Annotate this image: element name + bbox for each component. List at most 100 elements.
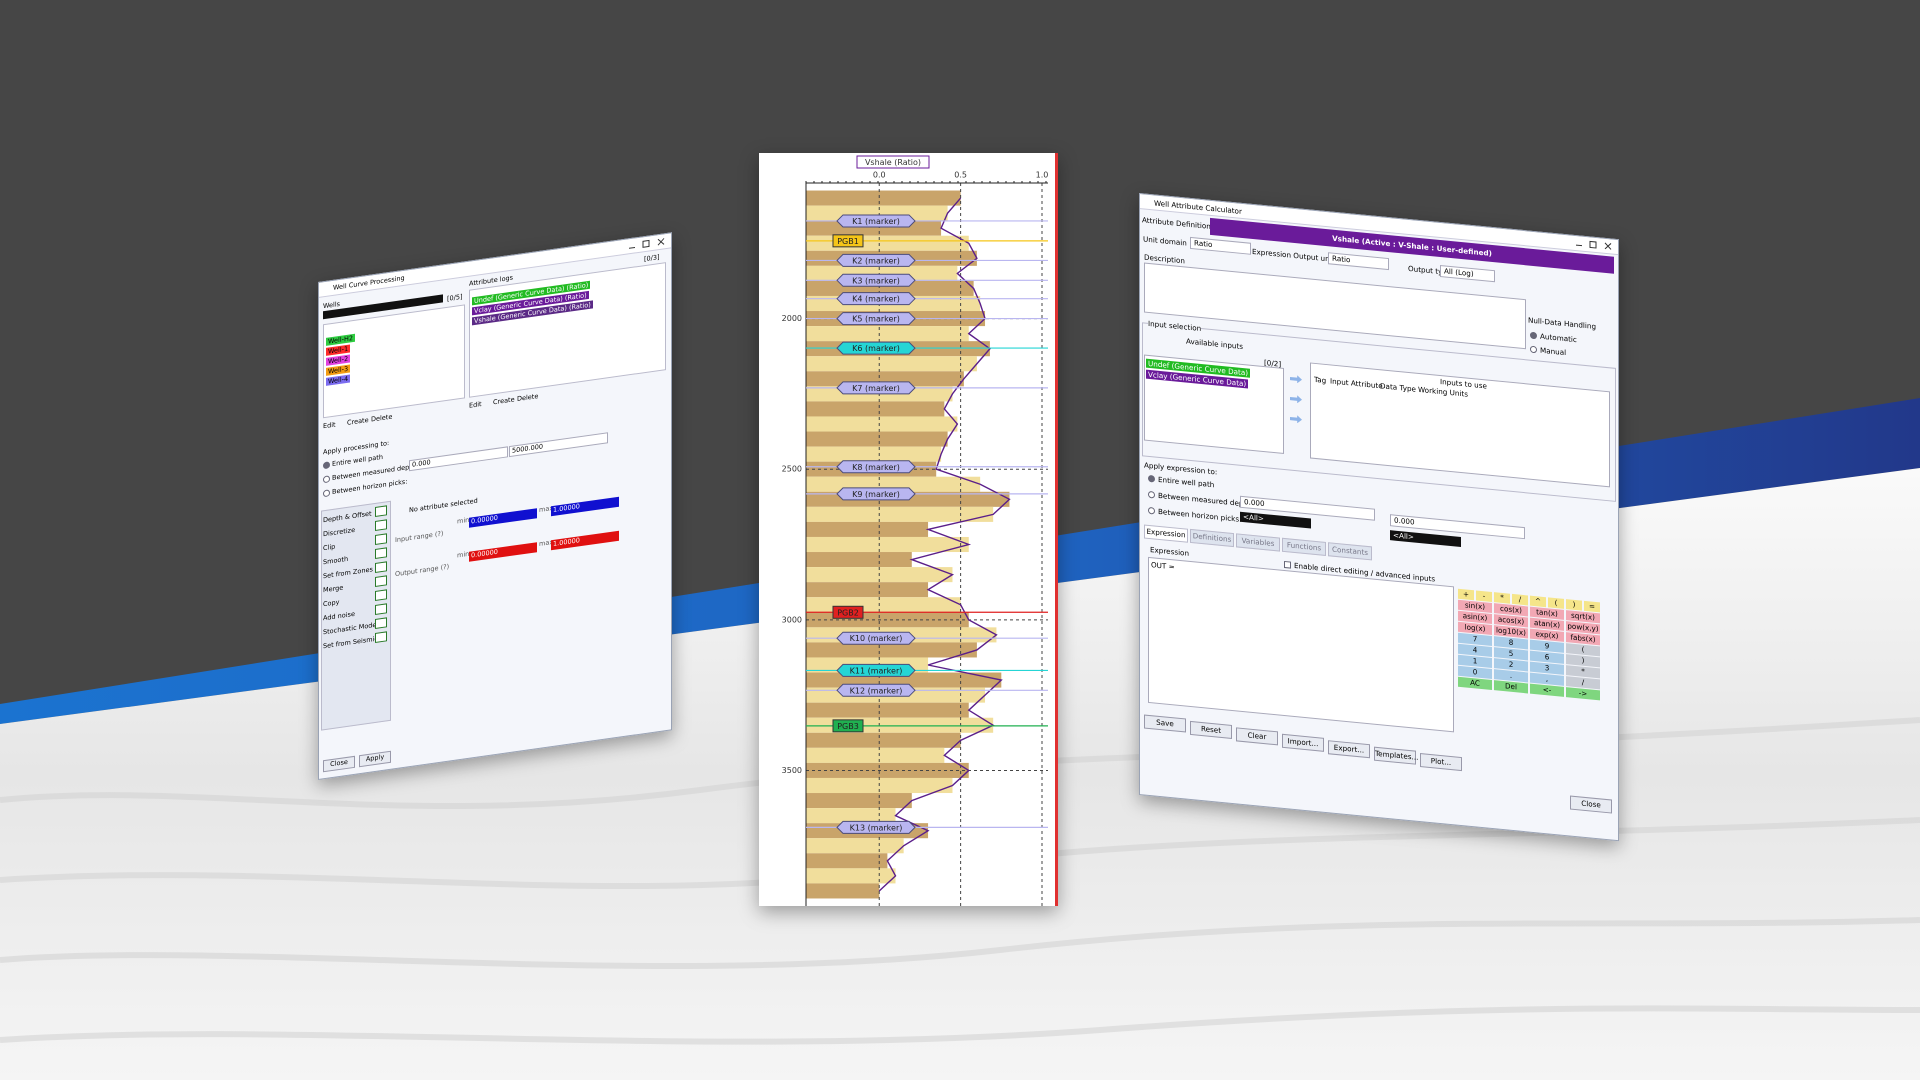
checkbox[interactable] xyxy=(1284,560,1291,569)
unit-domain[interactable]: Ratio xyxy=(1190,236,1251,255)
vshale-fill xyxy=(806,235,969,251)
op-icon xyxy=(375,561,387,573)
option[interactable]: Automatic xyxy=(1540,331,1577,345)
button[interactable]: Import... xyxy=(1282,733,1324,752)
key[interactable]: * xyxy=(1494,592,1510,604)
marker-tag xyxy=(836,381,916,395)
button[interactable]: Export... xyxy=(1328,740,1370,759)
key[interactable]: <- xyxy=(1530,683,1564,697)
tab[interactable]: Variables xyxy=(1236,533,1280,552)
key[interactable]: + xyxy=(1458,588,1474,601)
option[interactable]: Entire well path xyxy=(1158,474,1215,490)
max-field[interactable]: 1.00000 xyxy=(551,530,619,551)
vshale-fill xyxy=(806,536,969,553)
tab[interactable]: Attribute Definition xyxy=(1142,215,1211,231)
option[interactable]: Entire well path xyxy=(332,452,383,469)
label: min xyxy=(457,549,470,560)
tab[interactable]: Definitions xyxy=(1190,528,1234,548)
well-log: Vshale (Ratio) 0.0 0.5 1.0 2000 2500 3000 3500 K… xyxy=(782,155,1049,906)
marker-label: K2 (marker) xyxy=(852,256,900,265)
vshale-fill xyxy=(806,506,994,522)
button[interactable]: Delete xyxy=(371,412,393,424)
title-bar: Well Attribute Calculator xyxy=(1140,194,1618,256)
radio[interactable] xyxy=(323,489,330,498)
vshale-fill xyxy=(806,190,961,206)
op-icon xyxy=(375,533,387,545)
label: Output range (?) xyxy=(395,562,450,579)
marker-label: K10 (marker) xyxy=(850,634,903,643)
radio[interactable] xyxy=(1530,345,1537,354)
marker-label: K1 (marker) xyxy=(852,217,900,226)
key[interactable]: Del xyxy=(1494,680,1528,694)
count: [0/3] xyxy=(644,252,660,264)
button[interactable]: Plot... xyxy=(1420,753,1462,772)
button[interactable]: Delete xyxy=(517,392,539,404)
radio[interactable] xyxy=(323,475,330,484)
marker-label: K12 (marker) xyxy=(850,686,903,695)
radio[interactable] xyxy=(1530,331,1537,340)
button[interactable]: Save xyxy=(1144,714,1186,733)
field[interactable]: 5000.000 xyxy=(509,432,608,458)
operation[interactable]: Clip xyxy=(323,542,336,553)
button[interactable]: Reset xyxy=(1190,720,1232,739)
key[interactable]: -> xyxy=(1566,687,1600,701)
expression-box[interactable]: OUT = xyxy=(1148,556,1454,733)
op-icon xyxy=(375,603,387,615)
key[interactable]: ) xyxy=(1566,599,1582,611)
key[interactable]: AC xyxy=(1458,676,1492,690)
x-tick-label: 1.0 xyxy=(1036,171,1049,180)
radio[interactable] xyxy=(1148,474,1155,483)
radio[interactable] xyxy=(1148,490,1155,499)
key[interactable]: ( xyxy=(1548,597,1564,609)
marker-tag xyxy=(836,820,916,834)
marker-label: K8 (marker) xyxy=(852,463,900,472)
option[interactable]: Manual xyxy=(1540,345,1567,358)
vshale-fill xyxy=(806,808,896,824)
button[interactable]: Edit xyxy=(323,420,336,431)
title-box xyxy=(856,155,930,169)
output-units[interactable]: Ratio xyxy=(1328,252,1389,271)
button[interactable]: Templates... xyxy=(1374,746,1418,765)
key[interactable]: ^ xyxy=(1530,595,1546,608)
button[interactable]: Clear xyxy=(1236,727,1278,746)
key[interactable]: - xyxy=(1476,590,1492,602)
max-field[interactable]: 1.00000 xyxy=(551,496,619,517)
button[interactable]: Create xyxy=(493,395,515,407)
x-tick-label: 0.0 xyxy=(873,171,886,180)
tab[interactable]: Constants xyxy=(1328,542,1372,561)
curve-processing-window: Well Curve Processing Wells [0/5] Well-H2 W… xyxy=(318,232,672,781)
radio[interactable] xyxy=(1148,506,1155,515)
min-field[interactable]: 0.00000 xyxy=(469,508,537,528)
window-controls[interactable] xyxy=(627,237,667,251)
vshale-fill xyxy=(806,521,929,537)
button[interactable]: Close xyxy=(323,755,355,773)
tab[interactable]: Expression xyxy=(1144,524,1188,543)
key[interactable]: / xyxy=(1512,593,1528,606)
vshale-fill xyxy=(806,838,904,854)
min-field[interactable]: 0.00000 xyxy=(469,542,537,562)
radio[interactable] xyxy=(323,461,330,470)
button[interactable]: Edit xyxy=(469,400,482,410)
vshale-fill xyxy=(806,431,948,447)
log-title: Vshale (Ratio) xyxy=(865,158,921,167)
window-controls[interactable] xyxy=(1574,239,1614,251)
marker-label: K11 (marker) xyxy=(850,666,903,675)
vshale-fill xyxy=(806,868,896,884)
button[interactable]: Apply xyxy=(359,750,391,768)
vshale-fill xyxy=(806,416,958,432)
button[interactable]: Create xyxy=(347,415,369,427)
label: Expression Output units xyxy=(1252,246,1339,265)
field[interactable]: 0.000 xyxy=(409,446,508,472)
pick-tag xyxy=(832,234,864,248)
horizon-from[interactable]: <All> xyxy=(1240,511,1311,529)
marker-tag xyxy=(836,631,916,645)
vshale-fill xyxy=(806,552,912,568)
button[interactable]: Close xyxy=(1570,795,1612,814)
vshale-fill xyxy=(806,883,880,899)
marker-label: PGB2 xyxy=(837,608,859,617)
key[interactable]: = xyxy=(1584,600,1600,613)
output-type[interactable]: All (Log) xyxy=(1440,264,1495,283)
option[interactable]: Between horizon picks: xyxy=(1158,506,1242,524)
tab[interactable]: Functions xyxy=(1282,537,1326,557)
horizon-to[interactable]: <All> xyxy=(1390,530,1461,548)
